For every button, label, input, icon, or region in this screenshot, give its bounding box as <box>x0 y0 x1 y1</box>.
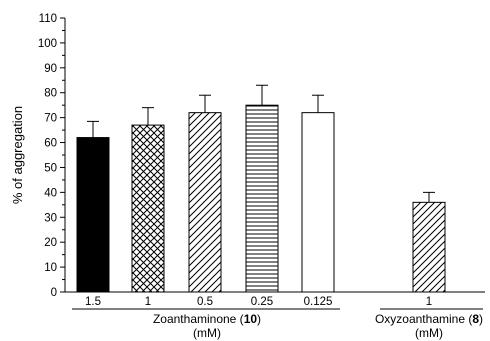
group-label-zoanthaminone: Zoanthaminone (10) <box>153 312 261 326</box>
bar <box>412 201 446 293</box>
y-tick-label: 70 <box>44 113 57 125</box>
group-label-oxyzoanthamine: Oxyzoanthamine (8) <box>375 312 483 326</box>
y-tick-label: 60 <box>44 138 57 150</box>
group-unit-zoanthaminone: (mM) <box>193 326 221 340</box>
bar <box>188 112 222 293</box>
group-unit-oxyzoanthamine: (mM) <box>415 326 443 340</box>
x-tick-label: 1.5 <box>85 296 101 308</box>
bars-layer <box>76 84 446 293</box>
y-tick-label: 110 <box>39 13 57 25</box>
x-tick-label: 0.25 <box>251 296 273 308</box>
bar <box>76 137 110 293</box>
bar <box>245 104 279 293</box>
x-tick-label: 1 <box>145 296 151 308</box>
y-tick-label: 90 <box>44 63 57 75</box>
bar <box>131 124 165 293</box>
y-tick-label: 100 <box>38 38 57 50</box>
y-axis-title: % of aggregation <box>10 106 25 204</box>
bar <box>301 112 335 293</box>
x-tick-label: 1 <box>426 296 432 308</box>
y-tick-label: 0 <box>51 287 57 299</box>
y-tick-label: 10 <box>44 262 57 274</box>
y-tick-label: 80 <box>44 88 57 100</box>
y-tick-label: 20 <box>44 237 57 249</box>
x-tick-label: 0.5 <box>197 296 213 308</box>
x-tick-label: 0.125 <box>304 296 333 308</box>
y-tick-label: 30 <box>44 212 57 224</box>
y-tick-label: 50 <box>44 162 57 174</box>
x-ticks: 1.5 1 0.5 0.25 0.125 1 <box>85 296 432 308</box>
y-tick-label: 40 <box>44 187 57 199</box>
y-ticks: 0 10 20 30 40 50 60 70 80 90 100 110 <box>38 13 65 299</box>
